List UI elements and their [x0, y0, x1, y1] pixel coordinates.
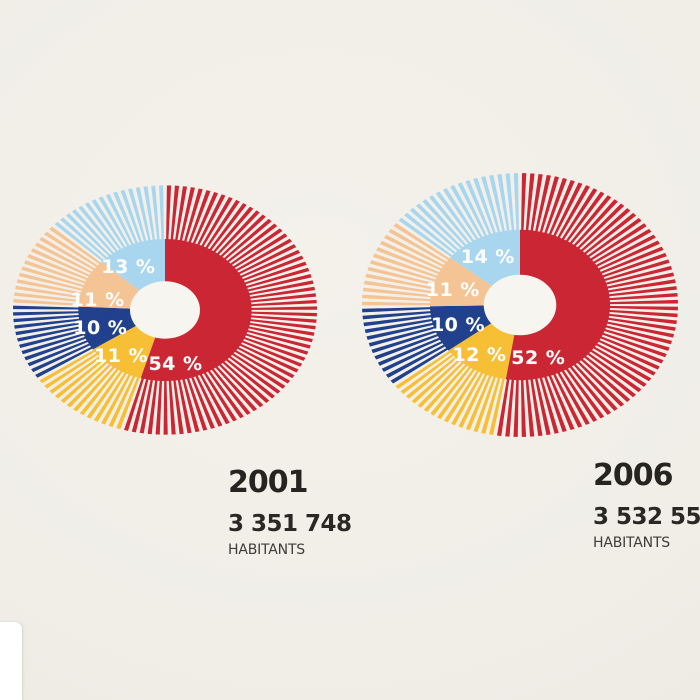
- donut-segment: [398, 173, 520, 305]
- donut-segment: [13, 226, 165, 310]
- donut-hole: [483, 274, 557, 336]
- population-count: 3 532 55: [593, 504, 700, 530]
- donut-chart: [362, 173, 678, 437]
- segment-percentage-label: 54 %: [148, 353, 203, 376]
- donut-segment: [395, 305, 520, 436]
- segment-percentage-label: 11 %: [70, 289, 125, 312]
- chart-caption-2006: 2006 3 532 55 HABITANTS: [593, 458, 700, 551]
- donut-segment: [13, 305, 165, 378]
- donut-segment: [497, 173, 678, 437]
- population-unit-label: HABITANTS: [593, 535, 670, 551]
- donut-segment: [124, 185, 317, 435]
- population-count: 3 351 748: [228, 511, 352, 537]
- segment-percentage-label: 11 %: [425, 279, 480, 301]
- donut-segment: [54, 185, 165, 310]
- population-donut-chart-2001: 54 % 11 % 10 % 11 % 13 %: [4, 176, 326, 444]
- segment-percentage-label: 10 %: [430, 313, 486, 336]
- population-unit-label: HABITANTS: [228, 542, 305, 558]
- segment-percentage-label: 52 %: [511, 347, 566, 370]
- segment-percentage-label: 14 %: [460, 245, 515, 268]
- donut-segment: [39, 310, 165, 430]
- segment-percentage-label: 12 %: [452, 344, 507, 367]
- page-edge: [0, 622, 22, 700]
- segment-percentage-label: 11 %: [93, 345, 149, 368]
- chart-caption-2001: 2001 3 351 748 HABITANTS: [228, 465, 352, 558]
- year-label: 2001: [228, 465, 308, 500]
- donut-segment: [362, 305, 520, 384]
- donut-hole: [130, 281, 200, 339]
- donut-chart: [13, 185, 317, 435]
- segment-percentage-label: 13 %: [101, 256, 156, 279]
- year-label: 2006: [593, 458, 674, 493]
- segment-percentage-label: 10 %: [73, 317, 128, 340]
- donut-segment: [362, 223, 520, 307]
- population-donut-chart-2006: 52 % 12 % 10 % 11 % 14 %: [353, 164, 687, 446]
